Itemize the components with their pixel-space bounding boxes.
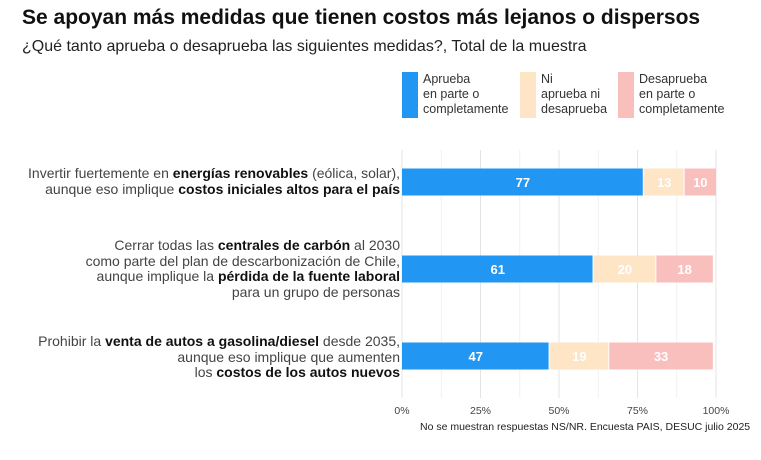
category-label-run: aunque eso implique bbox=[45, 180, 179, 197]
x-tick-label: 0% bbox=[394, 405, 409, 417]
category-label-run: energías renovables bbox=[172, 165, 309, 181]
category-label-run: aunque implique la bbox=[96, 268, 218, 284]
category-label-renovables: Invertir fuertemente en energías renovab… bbox=[28, 165, 400, 198]
category-label-line: Prohibir la venta de autos a gasolina/di… bbox=[38, 333, 400, 350]
category-label-run: venta de autos a gasolina/diesel bbox=[105, 333, 320, 349]
bar-segment-aprueba bbox=[402, 342, 549, 370]
category-label-run: al 2030 bbox=[350, 237, 400, 253]
bar-segment-ni bbox=[643, 168, 684, 196]
category-label-run: Cerrar todas las bbox=[114, 237, 218, 253]
data-label-aprueba: 47 bbox=[469, 349, 483, 364]
category-label-line: como parte del plan de descarbonización … bbox=[85, 252, 400, 270]
data-label-ni: 19 bbox=[572, 349, 586, 364]
x-tick-label: 25% bbox=[470, 405, 491, 417]
category-label-run: pérdida de la fuente laboral bbox=[217, 268, 400, 284]
category-label-line: aunque implique la pérdida de la fuente … bbox=[86, 268, 400, 285]
category-label-line: para un grupo de personas bbox=[86, 283, 400, 301]
category-label-run: costos de los autos nuevos bbox=[216, 364, 400, 380]
category-label-line: Invertir fuertemente en energías renovab… bbox=[28, 165, 400, 182]
category-label-autos: Prohibir la venta de autos a gasolina/di… bbox=[38, 333, 400, 381]
category-label-run: desde 2035, bbox=[319, 333, 400, 349]
chart-subtitle: ¿Qué tanto aprueba o desaprueba las sigu… bbox=[22, 38, 587, 55]
category-label-run: costos iniciales altos para el país bbox=[178, 180, 400, 197]
x-tick-label: 50% bbox=[548, 405, 569, 417]
data-label-desaprueba: 33 bbox=[654, 349, 668, 364]
bar-segment-ni bbox=[549, 342, 609, 370]
data-label-desaprueba: 18 bbox=[677, 262, 691, 277]
legend-label-desaprueba: Desaprueba en parte o completamente bbox=[639, 72, 725, 116]
category-label-run: aunque eso implique que aumenten bbox=[177, 348, 400, 365]
category-label-run: centrales de carbón bbox=[217, 237, 351, 253]
category-label-run: Prohibir la bbox=[38, 333, 106, 349]
data-label-aprueba: 77 bbox=[516, 175, 530, 190]
category-label-carbon: Cerrar todas las centrales de carbón al … bbox=[85, 237, 400, 301]
bar-segment-desaprueba bbox=[656, 255, 713, 283]
footnote: No se muestran respuestas NS/NR. Encuest… bbox=[420, 421, 751, 433]
bar-segment-aprueba bbox=[402, 255, 593, 283]
data-label-ni: 20 bbox=[618, 262, 632, 277]
data-label-ni: 13 bbox=[657, 175, 671, 190]
category-label-line: aunque eso implique costos iniciales alt… bbox=[28, 180, 400, 198]
bar-segment-desaprueba bbox=[609, 342, 713, 370]
legend-label-ni: Ni aprueba ni desaprueba bbox=[541, 72, 608, 116]
legend-swatch-desaprueba bbox=[618, 72, 634, 118]
bar-segment-desaprueba bbox=[684, 168, 716, 196]
x-tick-label: 75% bbox=[627, 405, 648, 417]
category-label-run: Invertir fuertemente en bbox=[28, 165, 173, 181]
category-label-line: aunque eso implique que aumenten bbox=[38, 348, 400, 366]
data-label-aprueba: 61 bbox=[491, 262, 505, 277]
category-label-line: los costos de los autos nuevos bbox=[38, 364, 400, 381]
legend-swatch-aprueba bbox=[402, 72, 418, 118]
x-tick-label: 100% bbox=[703, 405, 730, 417]
category-label-line: Cerrar todas las centrales de carbón al … bbox=[86, 237, 400, 254]
category-label-run: como parte del plan de descarbonización … bbox=[85, 252, 400, 269]
legend-label-aprueba: Aprueba en parte o completamente bbox=[423, 72, 509, 116]
category-label-run: para un grupo de personas bbox=[231, 283, 400, 300]
legend-swatch-ni bbox=[520, 72, 536, 118]
category-label-run: los bbox=[194, 364, 217, 380]
chart-title: Se apoyan más medidas que tienen costos … bbox=[22, 6, 701, 29]
category-label-run: (eólica, solar), bbox=[308, 165, 400, 181]
bar-segment-aprueba bbox=[402, 168, 643, 196]
bar-segment-ni bbox=[593, 255, 656, 283]
data-label-desaprueba: 10 bbox=[693, 175, 707, 190]
